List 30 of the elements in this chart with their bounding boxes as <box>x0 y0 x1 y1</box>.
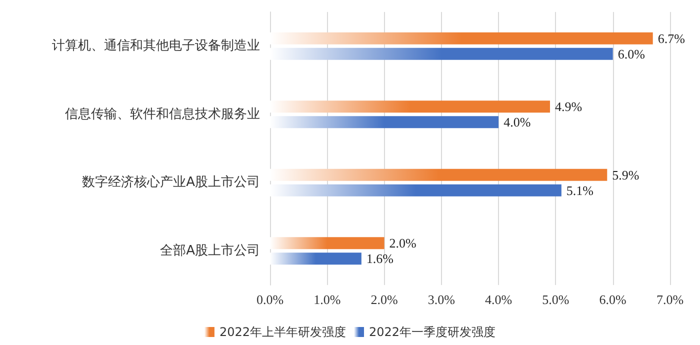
x-tick-label: 3.0% <box>428 292 456 307</box>
bar <box>270 32 653 44</box>
bar <box>270 116 499 128</box>
x-tick-label: 4.0% <box>485 292 512 307</box>
y-tick-label: 全部A股上市公司 <box>160 243 260 258</box>
y-tick-label: 计算机、通信和其他电子设备制造业 <box>52 38 260 54</box>
x-tick-label: 2.0% <box>370 292 398 307</box>
bar <box>270 100 550 113</box>
data-label: 2.0% <box>389 236 417 251</box>
x-tick-label: 1.0% <box>314 292 341 307</box>
bar <box>270 48 613 60</box>
y-tick-label: 数字经济核心产业A股上市公司 <box>82 174 260 190</box>
x-tick-label: 5.0% <box>542 292 570 307</box>
bar <box>270 184 562 196</box>
bar <box>270 237 384 250</box>
x-tick-label: 0.0% <box>256 292 284 307</box>
bar <box>270 168 608 181</box>
x-tick-label: 6.0% <box>599 292 627 307</box>
data-label: 4.0% <box>504 114 531 130</box>
data-label: 1.6% <box>366 251 394 266</box>
legend-label: 2022年上半年研发强度 <box>219 325 346 339</box>
legend-label: 2022年一季度研发强度 <box>369 325 496 339</box>
bar <box>270 252 362 265</box>
data-label: 5.1% <box>566 182 594 198</box>
data-label: 6.0% <box>618 46 646 62</box>
y-tick-label: 信息传输、软件和信息技术服务业 <box>65 106 260 122</box>
data-label: 6.7% <box>658 30 686 46</box>
data-label: 5.9% <box>612 167 640 182</box>
data-label: 4.9% <box>555 99 582 114</box>
x-tick-label: 7.0% <box>656 292 684 307</box>
